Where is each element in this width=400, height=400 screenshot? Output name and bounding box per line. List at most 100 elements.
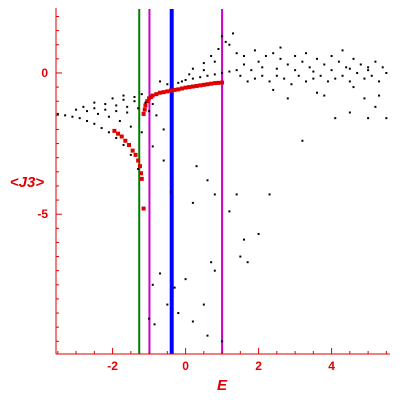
- data-point-black: [191, 201, 194, 204]
- data-point-black: [253, 49, 256, 52]
- data-point-black: [177, 81, 180, 84]
- data-point-red: [187, 85, 192, 90]
- data-point-black: [374, 105, 377, 108]
- data-point-black: [312, 77, 315, 80]
- data-point-black: [206, 74, 209, 77]
- data-point-black: [93, 101, 96, 104]
- data-point-black: [301, 60, 304, 63]
- data-point-black: [272, 88, 275, 91]
- data-point-black: [239, 255, 242, 258]
- data-points: [56, 32, 388, 343]
- data-point-black: [348, 67, 351, 70]
- data-point-red: [158, 90, 163, 95]
- data-point-black: [184, 79, 187, 82]
- data-point-black: [133, 95, 136, 98]
- data-point-black: [213, 269, 216, 272]
- data-point-black: [246, 80, 249, 83]
- data-point-red: [179, 86, 184, 91]
- data-point-black: [242, 238, 245, 241]
- data-point-black: [308, 66, 311, 69]
- data-point-black: [75, 108, 78, 111]
- data-point-black: [268, 80, 271, 83]
- data-point-red: [130, 148, 135, 153]
- data-point-black: [286, 63, 289, 66]
- data-point-black: [159, 272, 162, 275]
- data-point-black: [279, 57, 282, 60]
- data-point-black: [213, 60, 216, 63]
- data-point-black: [275, 74, 278, 77]
- data-point-black: [221, 35, 224, 38]
- data-point-red: [116, 131, 121, 136]
- data-point-black: [312, 70, 315, 73]
- data-point-red: [141, 111, 146, 116]
- data-point-red: [127, 142, 132, 147]
- data-point-black: [217, 47, 220, 50]
- data-point-black: [242, 63, 245, 66]
- data-point-red: [119, 134, 124, 139]
- data-point-black: [348, 80, 351, 83]
- data-point-black: [71, 115, 74, 118]
- data-point-black: [177, 312, 180, 315]
- data-point-black: [122, 143, 125, 146]
- data-point-black: [301, 139, 304, 142]
- x-tick-label: -2: [107, 359, 118, 373]
- data-point-black: [367, 69, 370, 72]
- data-point-black: [86, 110, 89, 113]
- data-point-black: [221, 71, 224, 74]
- data-point-black: [330, 55, 333, 58]
- data-point-black: [290, 83, 293, 86]
- data-point-black: [235, 69, 238, 72]
- data-point-black: [242, 55, 245, 58]
- x-tick-label: 2: [255, 359, 262, 373]
- data-point-black: [385, 117, 388, 120]
- data-point-black: [370, 74, 373, 77]
- data-point-black: [326, 80, 329, 83]
- data-point-black: [144, 101, 147, 104]
- data-point-red: [136, 158, 141, 163]
- data-point-black: [140, 131, 143, 134]
- data-point-red: [216, 80, 221, 85]
- data-point-black: [363, 77, 366, 80]
- data-point-black: [199, 76, 202, 79]
- data-point-black: [115, 136, 118, 139]
- data-point-black: [191, 77, 194, 80]
- data-point-black: [56, 112, 59, 115]
- data-point-red: [161, 90, 166, 95]
- data-point-black: [140, 93, 143, 96]
- data-point-red: [220, 80, 225, 85]
- data-point-black: [111, 97, 114, 100]
- data-point-black: [213, 193, 216, 196]
- data-point-black: [315, 57, 318, 60]
- data-point-red: [139, 176, 144, 181]
- data-point-black: [104, 103, 107, 106]
- data-point-black: [162, 128, 165, 131]
- data-point-red: [154, 92, 159, 97]
- data-point-black: [367, 117, 370, 120]
- data-point-black: [151, 145, 154, 148]
- data-point-black: [104, 108, 107, 111]
- data-point-black: [107, 131, 110, 134]
- data-point-black: [341, 74, 344, 77]
- data-point-black: [279, 46, 282, 49]
- data-point-black: [345, 66, 348, 69]
- data-point-black: [137, 107, 140, 110]
- data-point-black: [228, 70, 231, 73]
- y-tick-label: -5: [37, 207, 48, 221]
- data-point-black: [93, 107, 96, 110]
- data-point-black: [96, 112, 99, 115]
- data-point-black: [356, 71, 359, 74]
- data-point-red: [194, 83, 199, 88]
- data-point-red: [198, 83, 203, 88]
- tick-labels: -2 0 2 4 0 -5: [37, 66, 335, 373]
- data-point-black: [86, 119, 89, 122]
- data-point-black: [337, 60, 340, 63]
- data-point-black: [64, 114, 67, 117]
- data-point-black: [374, 60, 377, 63]
- data-point-red: [212, 81, 217, 86]
- data-point-black: [239, 74, 242, 77]
- data-point-black: [191, 320, 194, 323]
- data-point-black: [129, 125, 132, 128]
- data-point-red: [176, 87, 181, 92]
- data-point-black: [188, 73, 191, 76]
